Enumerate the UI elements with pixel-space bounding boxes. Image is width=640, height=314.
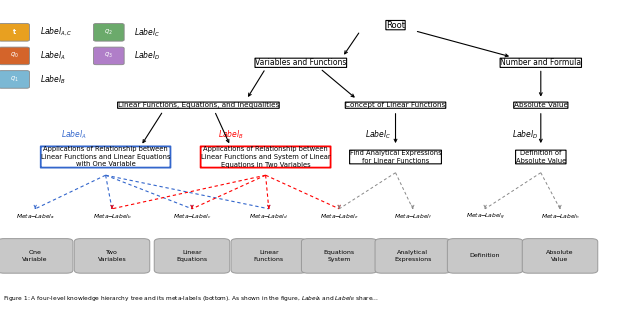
Text: $Meta\!\!-\!\!Label_{g}$: $Meta\!\!-\!\!Label_{g}$ <box>466 212 504 222</box>
Text: $Label_{B}$: $Label_{B}$ <box>40 73 66 86</box>
Text: $Meta\!\!-\!\!Label_{c}$: $Meta\!\!-\!\!Label_{c}$ <box>173 212 211 221</box>
Text: $Meta\!\!-\!\!Label_{h}$: $Meta\!\!-\!\!Label_{h}$ <box>541 212 579 221</box>
Text: $Meta\!\!-\!\!Label_{d}$: $Meta\!\!-\!\!Label_{d}$ <box>249 212 289 221</box>
Text: $Label_{A,C}$: $Label_{A,C}$ <box>40 26 72 39</box>
FancyBboxPatch shape <box>154 239 230 273</box>
FancyBboxPatch shape <box>0 239 73 273</box>
Text: $Label_{A}$: $Label_{A}$ <box>40 50 65 62</box>
Text: $q_3$: $q_3$ <box>104 51 113 61</box>
FancyBboxPatch shape <box>0 71 29 88</box>
FancyBboxPatch shape <box>301 239 377 273</box>
Text: Absolute Value: Absolute Value <box>514 102 568 108</box>
Text: $q_1$: $q_1$ <box>10 75 19 84</box>
Text: $Label_D$: $Label_D$ <box>512 129 538 141</box>
FancyBboxPatch shape <box>93 47 124 65</box>
Text: $Meta\!\!-\!\!Label_{a}$: $Meta\!\!-\!\!Label_{a}$ <box>16 212 54 221</box>
Text: Number and Formula: Number and Formula <box>500 58 581 67</box>
Text: Linear
Equations: Linear Equations <box>177 250 207 262</box>
Text: $Label_{C}$: $Label_{C}$ <box>134 26 161 39</box>
Text: $q_0$: $q_0$ <box>10 51 19 61</box>
Text: Equations
System: Equations System <box>324 250 355 262</box>
Text: Definition: Definition <box>470 253 500 258</box>
Text: Definition of
Absolute Value: Definition of Absolute Value <box>516 150 566 164</box>
FancyBboxPatch shape <box>0 24 29 41</box>
Text: Analytical
Expressions: Analytical Expressions <box>394 250 431 262</box>
Text: $Label_C$: $Label_C$ <box>365 129 391 141</box>
Text: Figure 1: A four-level knowledge hierarchy tree and its meta-labels (bottom). As: Figure 1: A four-level knowledge hierarc… <box>3 295 379 303</box>
Text: $Label_B$: $Label_B$ <box>218 129 244 141</box>
Text: Applications of Relationship between
Linear Functions and Linear Equations
with : Applications of Relationship between Lin… <box>41 147 170 167</box>
FancyBboxPatch shape <box>93 24 124 41</box>
Text: Root: Root <box>386 21 405 30</box>
FancyBboxPatch shape <box>0 47 29 65</box>
Text: $Meta\!\!-\!\!Label_{b}$: $Meta\!\!-\!\!Label_{b}$ <box>93 212 131 221</box>
Text: Linear
Functions: Linear Functions <box>253 250 284 262</box>
Text: Find Analytical Expressions
for Linear Functions: Find Analytical Expressions for Linear F… <box>349 150 442 164</box>
Text: Absolute
Value: Absolute Value <box>547 250 573 262</box>
Text: Concept of Linear Functions: Concept of Linear Functions <box>346 102 445 108</box>
Text: Applications of Relationship between
Linear Functions and System of Linear
Equat: Applications of Relationship between Lin… <box>201 147 330 167</box>
FancyBboxPatch shape <box>447 239 523 273</box>
Text: $Meta\!\!-\!\!Label_{e}$: $Meta\!\!-\!\!Label_{e}$ <box>320 212 358 221</box>
FancyBboxPatch shape <box>522 239 598 273</box>
Text: $Label_A$: $Label_A$ <box>61 129 86 141</box>
Text: Linear Functions, Equations, and Inequalities: Linear Functions, Equations, and Inequal… <box>118 102 279 108</box>
Text: $Label_{D}$: $Label_{D}$ <box>134 50 161 62</box>
Text: t: t <box>13 29 15 35</box>
FancyBboxPatch shape <box>74 239 150 273</box>
Text: One
Variable: One Variable <box>22 250 48 262</box>
Text: $q_2$: $q_2$ <box>104 28 113 37</box>
FancyBboxPatch shape <box>375 239 451 273</box>
Text: Two
Variables: Two Variables <box>98 250 126 262</box>
Text: $Meta\!\!-\!\!Label_{f}$: $Meta\!\!-\!\!Label_{f}$ <box>394 212 432 221</box>
FancyBboxPatch shape <box>231 239 307 273</box>
Text: Variables and Functions: Variables and Functions <box>255 58 346 67</box>
